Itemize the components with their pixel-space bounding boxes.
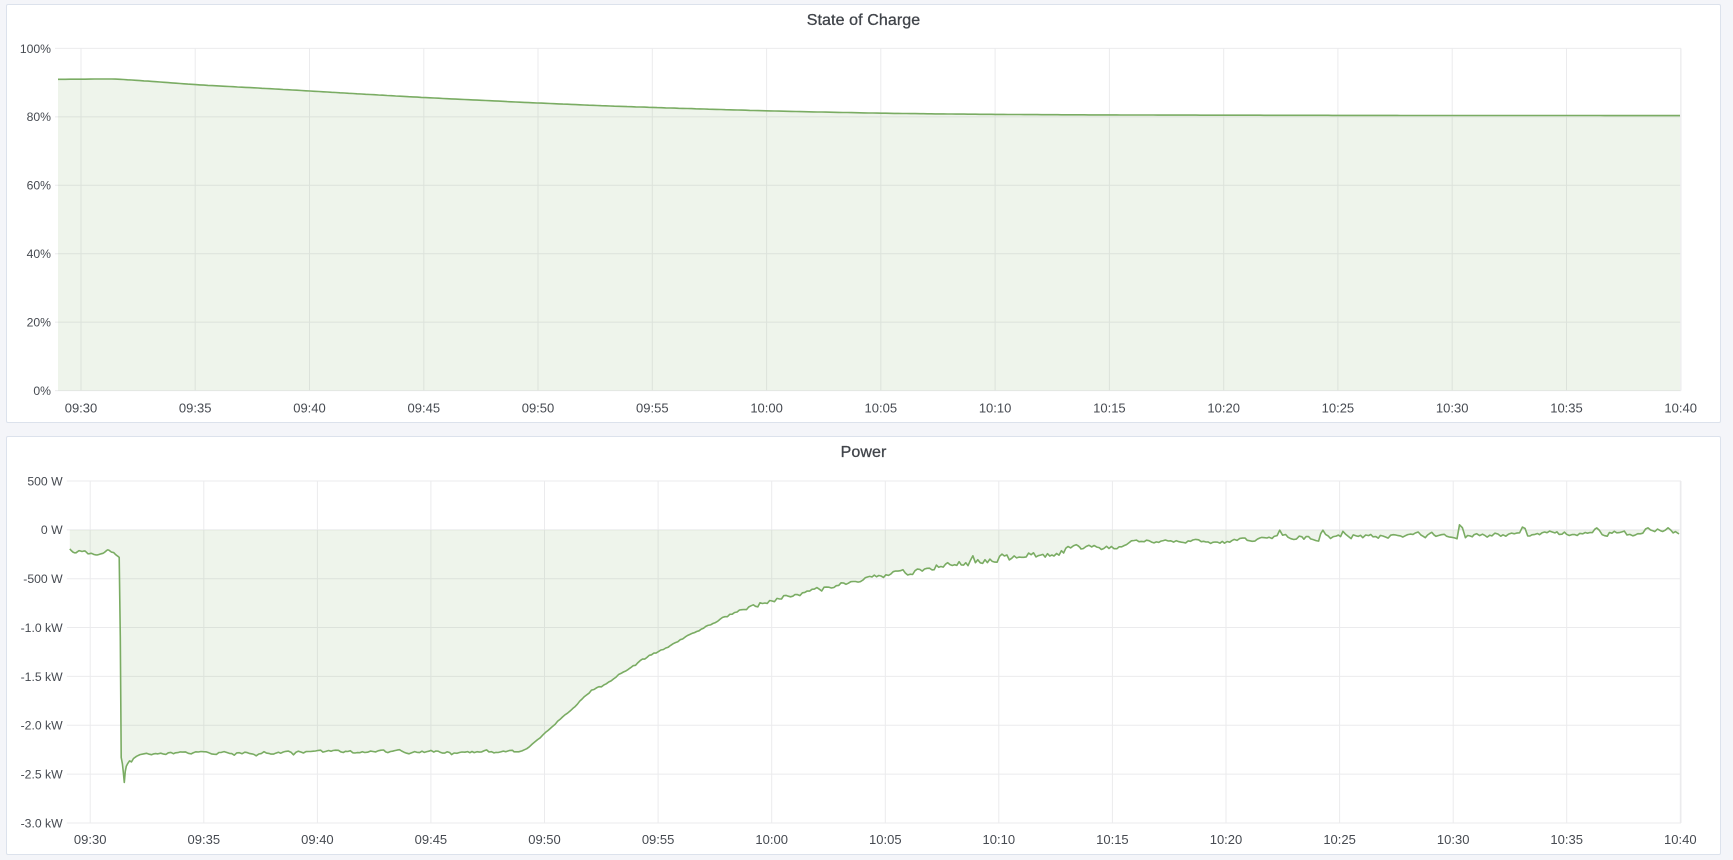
svg-text:20%: 20% <box>27 316 52 330</box>
svg-text:10:40: 10:40 <box>1664 832 1697 847</box>
svg-text:10:05: 10:05 <box>869 832 902 847</box>
svg-text:-2.5 kW: -2.5 kW <box>21 768 63 782</box>
svg-text:10:05: 10:05 <box>865 401 898 416</box>
svg-text:10:10: 10:10 <box>983 832 1016 847</box>
svg-text:10:00: 10:00 <box>750 401 783 416</box>
svg-text:09:55: 09:55 <box>636 401 669 416</box>
svg-text:10:30: 10:30 <box>1437 832 1470 847</box>
svg-text:10:20: 10:20 <box>1210 832 1243 847</box>
svg-text:09:35: 09:35 <box>188 832 221 847</box>
svg-text:80%: 80% <box>27 110 52 124</box>
svg-text:-1.5 kW: -1.5 kW <box>21 670 63 684</box>
svg-text:10:25: 10:25 <box>1323 832 1356 847</box>
svg-text:09:35: 09:35 <box>179 401 212 416</box>
svg-text:09:40: 09:40 <box>301 832 334 847</box>
svg-text:500 W: 500 W <box>27 474 63 488</box>
svg-text:09:30: 09:30 <box>74 832 107 847</box>
svg-text:40%: 40% <box>27 247 52 261</box>
svg-text:09:30: 09:30 <box>65 401 98 416</box>
svg-text:0 W: 0 W <box>41 523 63 537</box>
svg-text:09:45: 09:45 <box>415 832 448 847</box>
svg-text:60%: 60% <box>27 179 52 193</box>
svg-text:09:40: 09:40 <box>293 401 326 416</box>
svg-text:09:50: 09:50 <box>522 401 555 416</box>
svg-text:-1.0 kW: -1.0 kW <box>21 621 63 635</box>
svg-text:10:10: 10:10 <box>979 401 1012 416</box>
svg-text:10:15: 10:15 <box>1093 401 1126 416</box>
svg-text:-500 W: -500 W <box>23 572 63 586</box>
svg-text:-3.0 kW: -3.0 kW <box>21 816 63 830</box>
svg-text:10:40: 10:40 <box>1664 401 1697 416</box>
svg-text:10:20: 10:20 <box>1207 401 1240 416</box>
svg-text:10:15: 10:15 <box>1096 832 1129 847</box>
svg-text:0%: 0% <box>33 384 51 398</box>
svg-text:10:25: 10:25 <box>1322 401 1355 416</box>
svg-text:09:55: 09:55 <box>642 832 675 847</box>
svg-text:10:00: 10:00 <box>755 832 788 847</box>
svg-text:09:50: 09:50 <box>528 832 561 847</box>
svg-text:-2.0 kW: -2.0 kW <box>21 719 63 733</box>
svg-text:10:35: 10:35 <box>1550 832 1583 847</box>
svg-text:10:35: 10:35 <box>1550 401 1583 416</box>
svg-text:100%: 100% <box>20 42 51 56</box>
svg-text:10:30: 10:30 <box>1436 401 1469 416</box>
svg-text:09:45: 09:45 <box>408 401 441 416</box>
